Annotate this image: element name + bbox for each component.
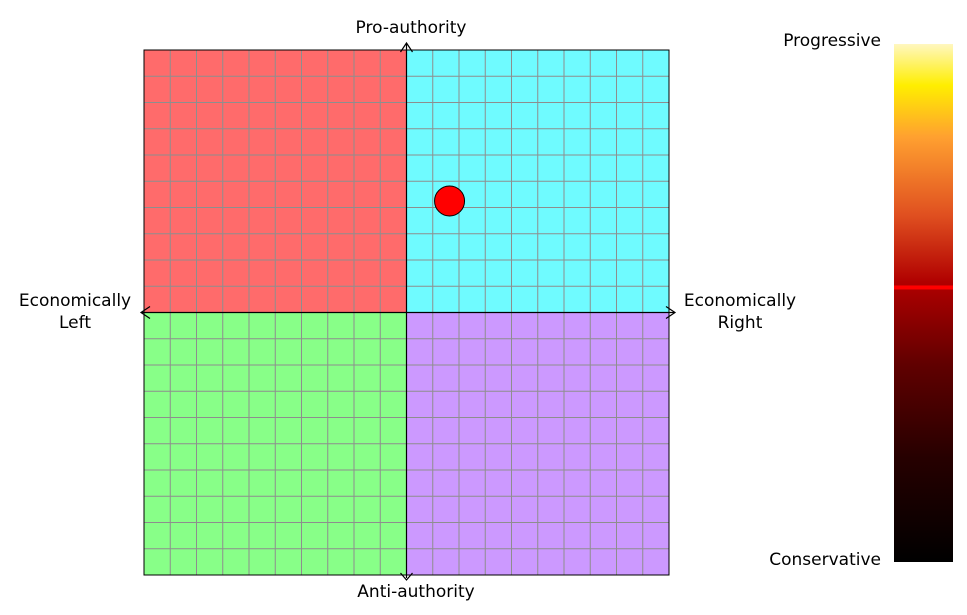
axis-label-left-line1: Economically [19, 291, 131, 311]
axis-label-left-line2: Left [59, 313, 91, 333]
colorbar-label-top: Progressive [783, 31, 881, 51]
data-point [434, 185, 466, 217]
colorbar [894, 44, 953, 562]
colorbar-gradient [894, 44, 953, 562]
axes [139, 41, 677, 581]
axis-label-right-line1: Economically [684, 291, 796, 311]
arrow-up [400, 41, 413, 53]
colorbar-marker [894, 285, 953, 290]
axis-label-top: Pro-authority [356, 18, 467, 38]
axis-label-right-line2: Right [718, 313, 763, 333]
arrow-left [139, 306, 151, 319]
axis-label-bottom: Anti-authority [357, 582, 474, 602]
arrow-right [665, 306, 677, 319]
data-points [434, 185, 466, 217]
arrow-down [400, 572, 413, 581]
colorbar-label-bottom: Conservative [769, 550, 881, 570]
